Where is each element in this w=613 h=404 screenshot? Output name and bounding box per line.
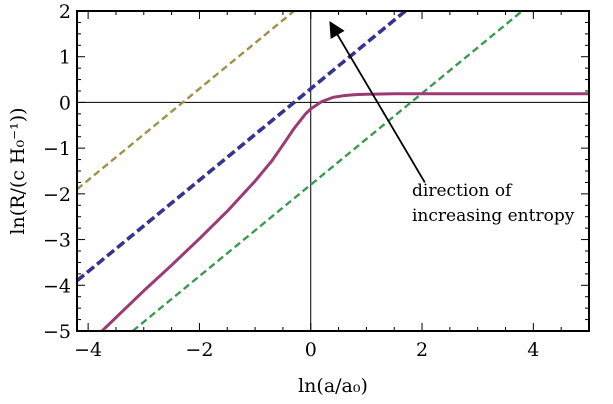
zero-axes: [77, 11, 589, 331]
dashed-line-olive: [77, 11, 296, 191]
annotation-text: direction of: [412, 181, 513, 201]
y-tick-label: 1: [59, 47, 71, 69]
y-tick-label: −5: [43, 321, 71, 343]
x-tick-label: −4: [74, 339, 102, 361]
y-tick-label: 0: [59, 92, 71, 114]
x-tick-label: 0: [305, 339, 317, 361]
series-layer: [77, 11, 589, 331]
curve-magenta: [100, 92, 589, 331]
y-tick-label: 2: [59, 1, 71, 23]
y-tick-label: −4: [43, 275, 71, 297]
y-tick-label: −1: [43, 138, 71, 160]
annotation: direction of increasing entropy: [329, 21, 575, 226]
y-tick-label: −3: [43, 230, 71, 252]
y-axis-label: ln(R/(c H₀⁻¹)): [7, 107, 29, 234]
annotation-text: increasing entropy: [412, 206, 575, 226]
x-tick-label: 2: [416, 339, 428, 361]
x-tick-label: −2: [185, 339, 213, 361]
y-tick-label: −2: [43, 184, 71, 206]
annotation-arrow: [329, 21, 426, 183]
x-tick-label: 4: [527, 339, 539, 361]
x-axis-label: ln(a/a₀): [298, 375, 368, 397]
